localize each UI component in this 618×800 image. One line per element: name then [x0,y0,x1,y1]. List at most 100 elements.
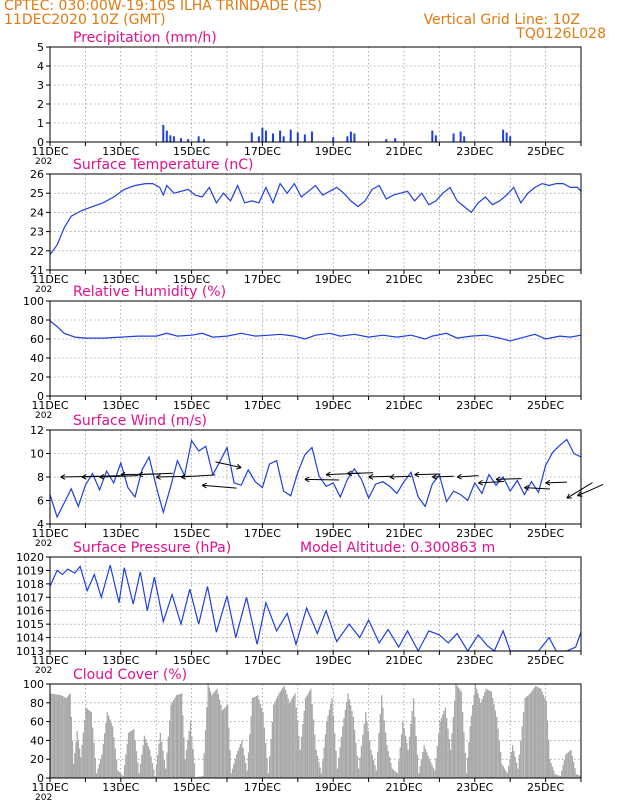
cloud-bar [439,721,441,778]
cloud-bar [84,720,86,778]
xtick-label: 11DEC [31,145,68,158]
wind-arrow-head [155,476,161,480]
cloud-bar [274,701,276,778]
cloud-bar [158,743,160,778]
wind-arrow-head [414,474,420,478]
cloud-bar [283,685,285,778]
cloud-bar [570,749,572,778]
cloud-bar [504,768,506,778]
cloud-bar [196,776,198,778]
wind-arrow [414,473,441,476]
wind-arrow-head [368,476,374,480]
cloud-bar [153,769,155,778]
cloud-bar [370,749,372,778]
cloud-bar [86,708,88,778]
xtick-label: 25DEC [527,273,564,286]
xtick-label: 15DEC [173,527,210,540]
cloud-bar [228,727,230,778]
ytick-label: 4 [37,518,44,531]
precip-bar [257,136,260,142]
precip-bar [394,138,397,142]
cloud-bar [566,753,568,778]
cloud-bar [354,729,356,778]
cloud-bar [80,757,82,778]
cloud-bar [237,751,239,778]
wind-arrow-head [347,473,353,477]
cloud-bar [175,695,177,778]
cloud-bar [517,768,519,778]
cloud-bar [415,735,417,778]
cloud-bar [427,755,429,778]
precip-bar [261,127,264,142]
ytick-label: 1015 [16,618,44,631]
cloud-bar [513,751,515,778]
cloud-bar [117,770,119,778]
wind-arrow-head [577,491,581,497]
cloud-bar [163,759,165,778]
cloud-bar [170,704,172,778]
plot-frame [49,173,582,271]
cloud-bar [105,722,107,778]
cloud-bar [326,721,328,778]
cloud-bar [424,748,427,778]
cloud-bar [328,709,331,778]
cloud-bar [416,754,419,778]
cloud-bar [187,740,189,778]
wind-arrow-head [368,474,374,478]
ytick-label: 0 [37,136,44,149]
cloud-bar [478,698,481,778]
xtick-label: 19DEC [315,145,352,158]
year-stub: 202 [35,793,52,800]
xtick-label: 13DEC [102,399,139,412]
cloud-bar [112,726,114,778]
cloud-bar [54,694,56,778]
precip-bar [303,134,306,142]
wind-arrow-head [120,471,126,476]
ytick-label: 6 [37,495,44,508]
cloud-bar [391,768,393,778]
xtick-label: 25DEC [527,145,564,158]
ytick-label: 40 [30,352,44,365]
cloud-bar [440,718,442,778]
cloud-bar [209,691,212,778]
cloud-bar [50,693,52,778]
xtick-label: 13DEC [102,145,139,158]
cloud-bar [223,708,225,778]
cloud-bar [481,699,483,778]
cloud-bar [106,712,108,778]
cloud-bar [565,754,567,778]
cloud-bar [114,748,116,778]
rh-line [49,320,582,342]
cloud-bar [378,732,380,778]
cloud-bar [93,742,95,779]
header-grid-note: Vertical Grid Line: 10Z [423,12,580,28]
cloud-bar [191,735,193,778]
year-stub: 202 [35,539,52,549]
cloud-bar [418,773,420,778]
cloud-bar [494,710,496,778]
cloud-bar [540,688,542,778]
ytick-label: 0 [37,390,44,403]
xtick-label: 21DEC [385,273,422,286]
cloud-bar [339,747,341,778]
cloud-bar [493,704,495,778]
cloud-bar [527,695,529,779]
cloud-bar [324,734,327,778]
cloud-bar [469,726,471,778]
cloud-bar [101,754,103,778]
model-altitude: Model Altitude: 0.300863 m [300,540,495,556]
wind-arrow-head [566,493,570,499]
cloud-bar [246,770,248,778]
cloud-bar [456,685,458,778]
cloud-bar [51,693,53,778]
cloud-bar [265,742,267,779]
cloud-bar [239,743,242,778]
wind-arrow-head [495,478,501,483]
cloud-bar [291,698,293,778]
cloud-bar [395,772,397,778]
cloud-bar [249,734,251,778]
cloud-bar [263,727,265,778]
cloud-bar [290,700,292,778]
cloud-bar [166,752,168,778]
wind-arrow-head [432,476,438,480]
